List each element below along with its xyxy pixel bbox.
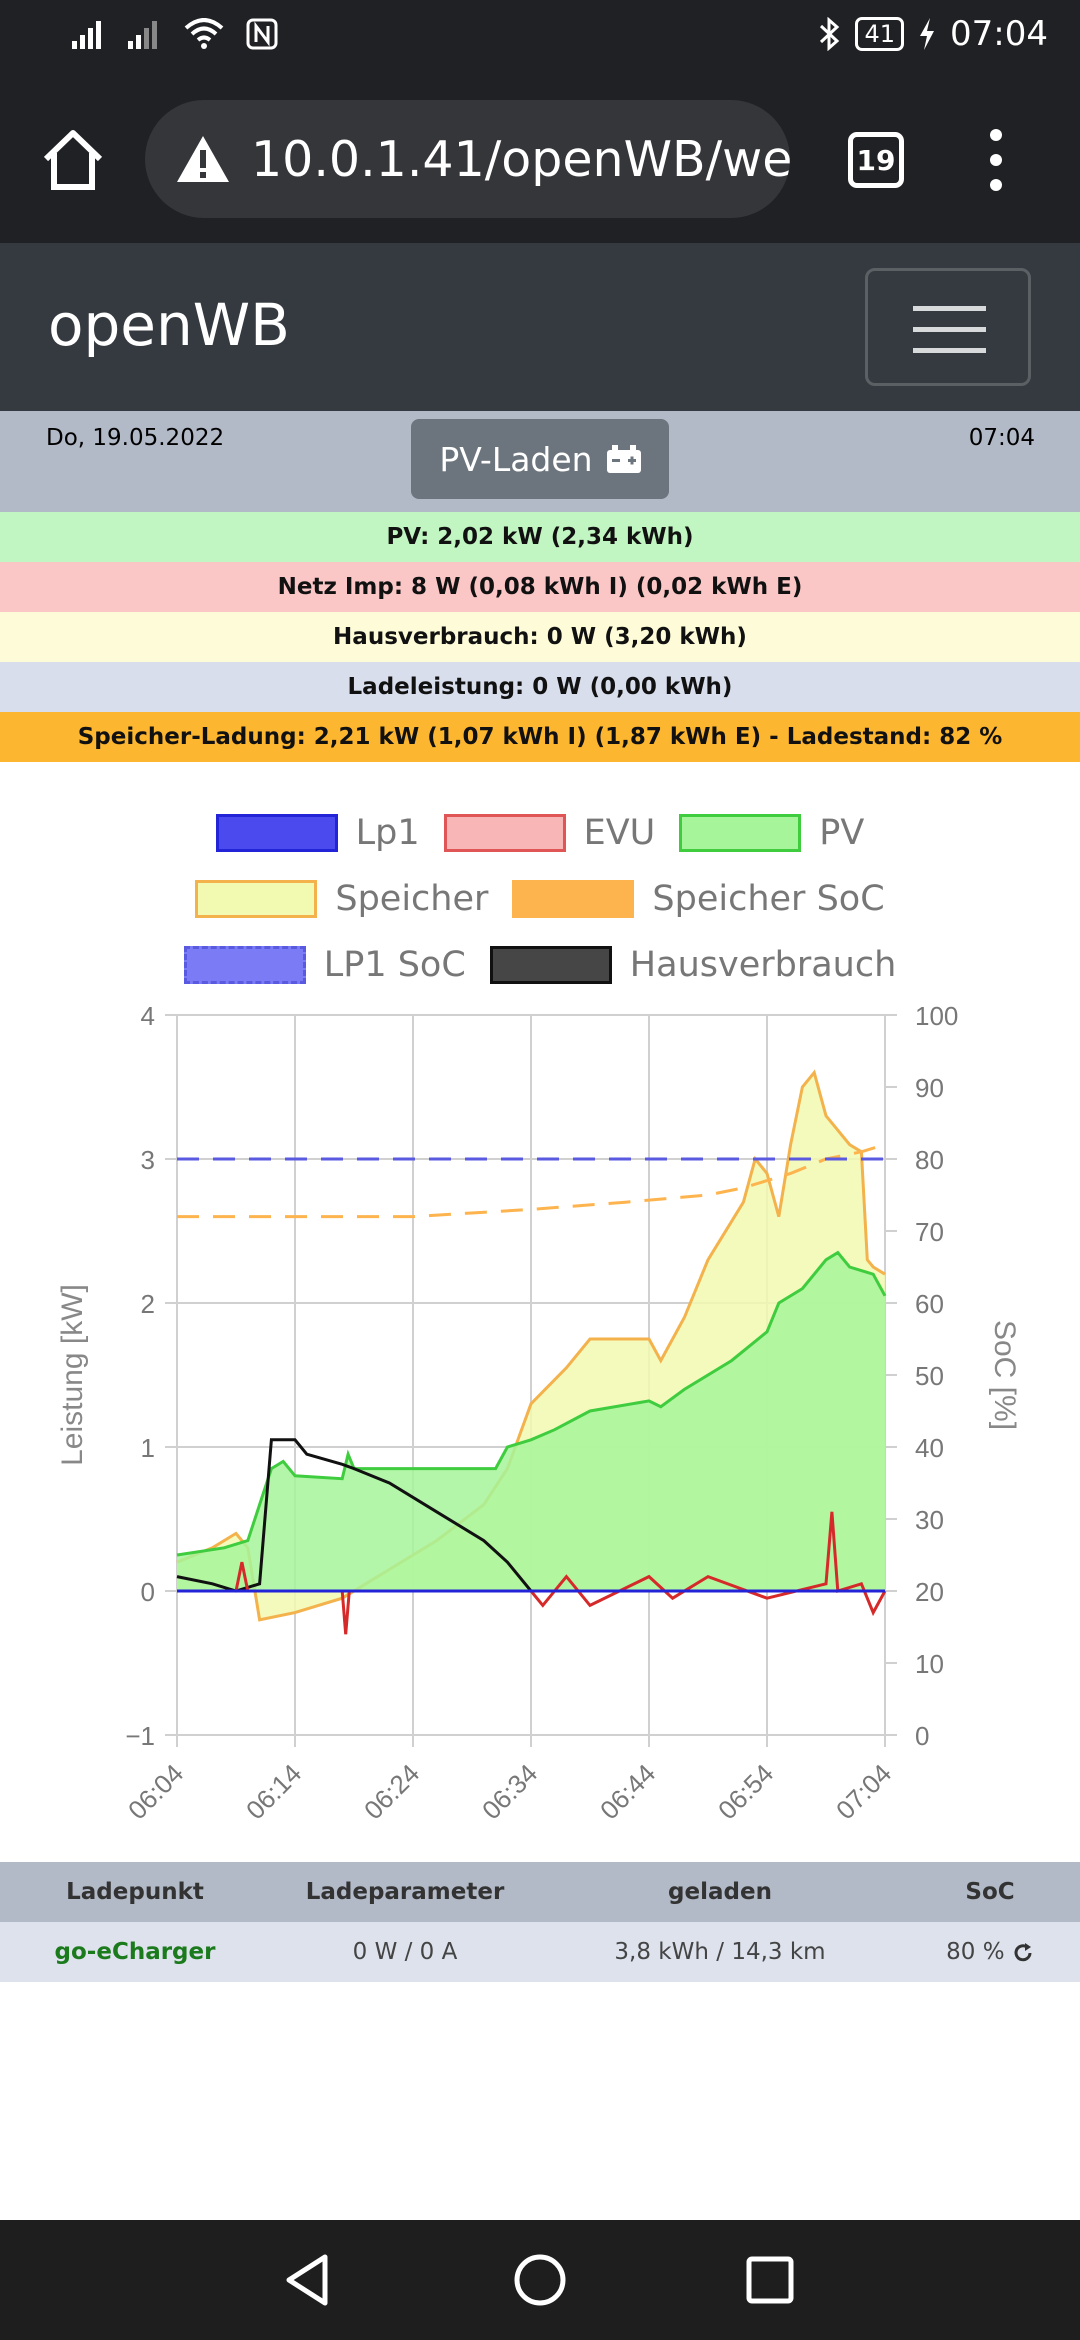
y-tick-label: 2	[141, 1289, 155, 1319]
y-tick-label: 4	[141, 1001, 155, 1031]
status-bar: 41 07:04	[0, 0, 1080, 75]
grid-info-row: Netz Imp: 8 W (0,08 kWh I) (0,02 kWh E)	[0, 562, 1080, 612]
series-line-speicher	[176, 1069, 886, 1622]
charge-mode-button[interactable]: PV-Laden	[411, 419, 669, 499]
x-tick-label: 06:14	[240, 1758, 307, 1825]
navbar-toggler-button[interactable]	[865, 268, 1031, 386]
x-tick-label: 06:44	[594, 1758, 661, 1825]
soc-value: 80 %	[946, 1939, 1005, 1965]
storage-info-row: Speicher-Ladung: 2,21 kW (1,07 kWh I) (1…	[0, 712, 1080, 762]
date-label: Do, 19.05.2022	[46, 425, 225, 451]
cell-signal-icon	[128, 21, 157, 49]
chart-legend-row: Lp1 EVU PV	[0, 813, 1080, 853]
url-text: 10.0.1.41/openWB/web/	[251, 130, 790, 188]
x-tick-label: 06:54	[712, 1758, 779, 1825]
y2-tick-label: 0	[915, 1721, 929, 1751]
table-row: go-eCharger 0 W / 0 A 3,8 kWh / 14,3 km …	[0, 1922, 1080, 1982]
brand-logo-text[interactable]: openWB	[48, 291, 290, 359]
home-icon[interactable]	[38, 125, 108, 195]
y2-tick-label: 30	[915, 1505, 944, 1535]
legend-swatch	[183, 946, 306, 984]
car-battery-icon	[606, 445, 641, 473]
y2-tick-label: 50	[915, 1361, 944, 1391]
legend-item-speicher-soc[interactable]: Speicher SoC	[512, 879, 885, 919]
column-header: SoC	[965, 1879, 1015, 1905]
cell-signal-icon	[72, 21, 101, 49]
y2-tick-label: 80	[915, 1145, 944, 1175]
time-label: 07:04	[968, 425, 1035, 451]
soc-cell: 80 %	[900, 1939, 1080, 1965]
legend-item-lp1-soc[interactable]: LP1 SoC	[183, 945, 466, 985]
system-navigation-bar	[0, 2220, 1080, 2340]
y-axis-title: Leistung [kW]	[56, 1284, 89, 1466]
x-tick-label: 06:24	[358, 1758, 425, 1825]
series-line-hausverbrauch	[176, 1438, 885, 1593]
legend-swatch	[195, 880, 318, 918]
battery-indicator: 41	[855, 17, 905, 51]
charge-point-table: Ladepunkt Ladeparameter geladen SoC go-e…	[0, 1862, 1080, 1982]
charge-mode-label: PV-Laden	[439, 439, 593, 479]
y-tick-label: 3	[141, 1145, 155, 1175]
series-line-pv	[176, 1250, 887, 1557]
y2-tick-label: 20	[915, 1577, 944, 1607]
legend-swatch	[512, 880, 635, 918]
app-navbar: openWB	[0, 243, 1080, 411]
y2-tick-label: 90	[915, 1073, 944, 1103]
column-header: Ladepunkt	[66, 1879, 204, 1905]
y2-tick-label: 10	[915, 1649, 944, 1679]
x-tick-label: 06:04	[122, 1758, 189, 1825]
x-tick-label: 07:04	[830, 1758, 897, 1825]
nfc-icon	[246, 18, 278, 50]
legend-swatch	[215, 814, 338, 852]
y2-tick-label: 40	[915, 1433, 944, 1463]
y-tick-label: 0	[141, 1577, 155, 1607]
home-nav-icon[interactable]	[513, 2253, 567, 2307]
pv-info-row: PV: 2,02 kW (2,34 kWh)	[0, 512, 1080, 562]
legend-item-lp1[interactable]: Lp1	[215, 813, 420, 853]
charge-parameters: 0 W / 0 A	[352, 1939, 458, 1965]
y-tick-label: −1	[125, 1721, 155, 1751]
charged-amount: 3,8 kWh / 14,3 km	[614, 1939, 826, 1965]
table-header: Ladepunkt Ladeparameter geladen SoC	[0, 1862, 1080, 1922]
legend-item-speicher[interactable]: Speicher	[195, 879, 488, 919]
column-header: Ladeparameter	[305, 1879, 505, 1905]
more-vert-icon[interactable]	[980, 123, 1012, 197]
series-area-pv	[177, 1252, 885, 1591]
legend-swatch	[443, 814, 566, 852]
browser-toolbar: 10.0.1.41/openWB/web/ 19	[0, 75, 1080, 243]
legend-item-hausverbrauch[interactable]: Hausverbrauch	[489, 945, 896, 985]
charging-power-info-row: Ladeleistung: 0 W (0,00 kWh)	[0, 662, 1080, 712]
refresh-icon[interactable]	[1012, 1942, 1034, 1964]
charge-point-name[interactable]: go-eCharger	[54, 1939, 216, 1965]
tab-count-button[interactable]: 19	[848, 132, 904, 188]
column-header: geladen	[668, 1879, 772, 1905]
x-tick-label: 06:34	[476, 1758, 543, 1825]
house-consumption-info-row: Hausverbrauch: 0 W (3,20 kWh)	[0, 612, 1080, 662]
charging-icon	[920, 18, 935, 50]
chart-legend-row: Speicher Speicher SoC	[0, 879, 1080, 919]
y2-tick-label: 70	[915, 1217, 944, 1247]
power-chart: Lp1 EVU PV Speicher Speicher SoC LP1 SoC…	[0, 765, 1080, 1865]
header-row: Do, 19.05.2022 PV-Laden 07:04	[0, 411, 1080, 512]
legend-swatch	[679, 814, 802, 852]
wifi-icon	[184, 18, 224, 49]
bluetooth-icon	[820, 17, 840, 51]
y2-tick-label: 100	[915, 1001, 958, 1031]
legend-swatch	[489, 946, 612, 984]
legend-item-pv[interactable]: PV	[679, 813, 864, 853]
recents-icon[interactable]	[745, 2255, 795, 2305]
warning-icon	[177, 136, 229, 182]
address-bar[interactable]: 10.0.1.41/openWB/web/	[145, 100, 790, 218]
legend-item-evu[interactable]: EVU	[443, 813, 655, 853]
chart-legend-row: LP1 SoC Hausverbrauch	[0, 945, 1080, 985]
y-tick-label: 1	[141, 1433, 155, 1463]
back-icon[interactable]	[283, 2253, 333, 2307]
y2-tick-label: 60	[915, 1289, 944, 1319]
y2-axis-title: SoC [%]	[988, 1320, 1021, 1430]
status-time: 07:04	[950, 14, 1048, 54]
